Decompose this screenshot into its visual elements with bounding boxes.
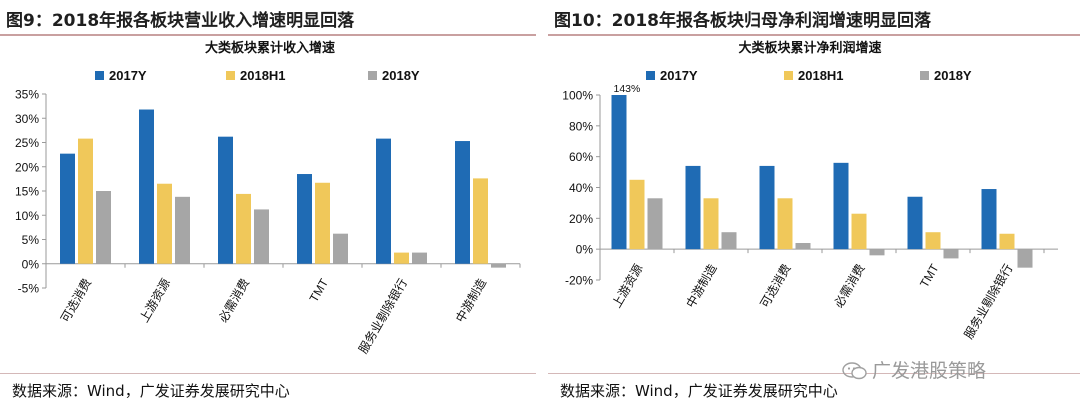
bar-2018Y-TMT <box>943 249 959 259</box>
source-divider <box>0 373 536 374</box>
y-tick-label: 60% <box>569 150 593 164</box>
bar-2018Y-中游制造 <box>491 263 506 268</box>
y-tick-label: 80% <box>569 119 593 133</box>
net-profit-growth-chart: 大类板块累计净利润增速 2017Y 2018H1 2018Y 100% 80% 60% 40%… <box>562 40 1058 341</box>
figure-9-title: 图9：2018年报各板块营业收入增速明显回落 <box>6 11 355 31</box>
y-tick-label: 100% <box>562 89 593 103</box>
bar-2017Y-中游制造 <box>685 165 701 250</box>
x-category-label: TMT <box>917 261 942 290</box>
y-tick-label: -20% <box>565 274 593 288</box>
bar-2018H1-服务业剔除银行 <box>394 252 409 264</box>
legend-label-2017Y: 2017Y <box>109 68 147 83</box>
bar-2018Y-TMT <box>333 233 348 264</box>
bar-2017Y-上游资源 <box>139 109 154 264</box>
data-label: 143% <box>614 83 641 95</box>
bar-2018Y-可选消费 <box>795 243 811 250</box>
bar-2017Y-服务业剔除银行 <box>981 189 997 250</box>
bar-2018Y-必需消费 <box>869 249 885 256</box>
revenue-growth-chart: 大类板块累计收入增速 2017Y 2018H1 2018Y 35% 30% 25% 20% 15… <box>15 40 521 356</box>
figure-9-source: 数据来源：Wind，广发证券发展研究中心 <box>12 382 290 400</box>
bar-2018Y-上游资源 <box>175 196 190 264</box>
figure-10-panel: 图10：2018年报各板块归母净利润增速明显回落 大类板块累计净利润增速 2017… <box>548 0 1080 414</box>
legend-label-2018H1: 2018H1 <box>240 68 286 83</box>
legend-label-2018Y: 2018Y <box>382 68 420 83</box>
bar-2018Y-可选消费 <box>96 191 111 264</box>
bar-2018Y-上游资源 <box>647 198 663 250</box>
bar-2018Y-服务业剔除银行 <box>412 252 427 264</box>
legend-swatch-2017Y <box>95 71 104 80</box>
bar-2018H1-必需消费 <box>236 193 251 264</box>
bar-2018Y-中游制造 <box>721 232 737 250</box>
x-category-label: TMT <box>307 276 332 305</box>
x-category-label: 可选消费 <box>757 262 793 311</box>
figure-10-source: 数据来源：Wind，广发证券发展研究中心 <box>560 382 838 400</box>
bar-2017Y-中游制造 <box>455 141 470 264</box>
bar-2017Y-TMT <box>907 196 923 250</box>
y-tick-label: 35% <box>15 88 39 102</box>
x-category-label: 中游制造 <box>452 276 489 325</box>
bar-2018H1-上游资源 <box>629 179 645 250</box>
y-tick-label: 0% <box>576 243 594 257</box>
figure-10-title: 图10：2018年报各板块归母净利润增速明显回落 <box>554 11 931 31</box>
x-category-label: 中游制造 <box>683 261 720 310</box>
y-tick-label: 40% <box>569 181 593 195</box>
bar-2018H1-中游制造 <box>473 178 488 264</box>
y-tick-label: 30% <box>15 112 39 126</box>
legend-label-2018Y: 2018Y <box>934 68 972 83</box>
bar-2017Y-必需消费 <box>833 162 849 250</box>
y-tick-label: 5% <box>22 233 40 247</box>
legend-label-2017Y: 2017Y <box>660 68 698 83</box>
bar-2018H1-可选消费 <box>78 138 93 264</box>
legend-label-2018H1: 2018H1 <box>798 68 844 83</box>
bar-2017Y-必需消费 <box>218 136 233 264</box>
x-category-label: 必需消费 <box>831 262 867 311</box>
bar-2017Y-可选消费 <box>759 165 775 250</box>
y-tick-label: 10% <box>15 209 39 223</box>
x-category-label: 服务业剔除银行 <box>961 261 1016 341</box>
legend-swatch-2018Y <box>920 71 929 80</box>
legend-swatch-2018H1 <box>784 71 793 80</box>
watermark-text: 广发港股策略 <box>872 360 987 382</box>
bar-2017Y-可选消费 <box>60 153 75 264</box>
bar-2018H1-中游制造 <box>703 198 719 250</box>
source-divider <box>548 373 1080 374</box>
bar-2018Y-必需消费 <box>254 209 269 264</box>
bar-2018H1-必需消费 <box>851 213 867 250</box>
bar-2018H1-服务业剔除银行 <box>999 233 1015 250</box>
y-tick-label: -5% <box>18 282 40 296</box>
bar-2018Y-服务业剔除银行 <box>1017 249 1033 268</box>
x-category-label: 上游资源 <box>137 276 173 325</box>
bar-2018H1-可选消费 <box>777 198 793 250</box>
x-category-label: 可选消费 <box>58 276 94 325</box>
bar-2018H1-上游资源 <box>157 183 172 264</box>
x-category-label: 上游资源 <box>609 262 645 311</box>
title-divider <box>0 34 536 36</box>
y-tick-label: 25% <box>15 136 39 150</box>
title-divider <box>548 34 1080 36</box>
bar-2018H1-TMT <box>315 182 330 264</box>
legend-swatch-2018Y <box>368 71 377 80</box>
y-tick-label: 0% <box>22 257 40 271</box>
chart-title: 大类板块累计收入增速 <box>205 40 335 56</box>
x-category-label: 必需消费 <box>216 276 252 325</box>
legend-swatch-2018H1 <box>226 71 235 80</box>
y-tick-label: 15% <box>15 185 39 199</box>
bar-2017Y-TMT <box>297 174 312 264</box>
bar-2017Y-上游资源 <box>611 95 627 250</box>
bar-2018H1-TMT <box>925 232 941 250</box>
legend-swatch-2017Y <box>646 71 655 80</box>
figure-9-panel: 图9：2018年报各板块营业收入增速明显回落 大类板块累计收入增速 2017Y 20… <box>0 0 536 414</box>
y-tick-label: 20% <box>569 212 593 226</box>
chart-title: 大类板块累计净利润增速 <box>738 40 881 56</box>
bar-2017Y-服务业剔除银行 <box>376 138 391 264</box>
x-category-label: 服务业剔除银行 <box>355 276 410 356</box>
wechat-icon <box>842 362 867 380</box>
wechat-watermark: 广发港股策略 <box>842 356 986 383</box>
y-tick-label: 20% <box>15 160 39 174</box>
